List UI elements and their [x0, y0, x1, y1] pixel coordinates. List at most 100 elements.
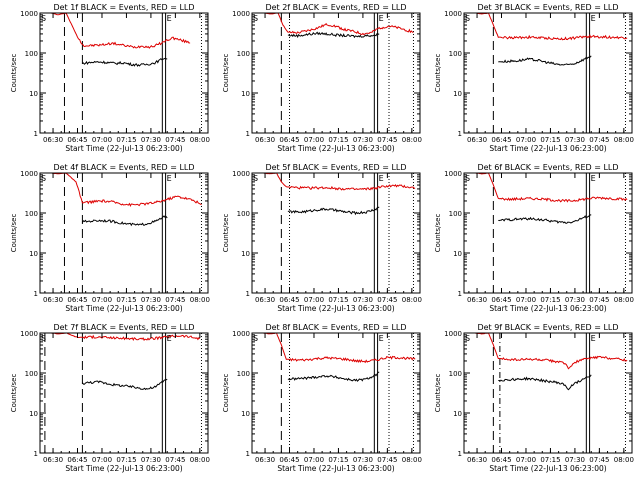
x-tick-label: 07:45	[165, 456, 185, 464]
x-tick-label: 07:45	[589, 456, 609, 464]
x-tick-label: 07:00	[304, 456, 324, 464]
y-tick-label: 10	[29, 410, 38, 418]
x-axis-label: Start Time (22-Jul-13 06:23:00)	[65, 144, 182, 153]
y-tick-label: 1000	[20, 10, 38, 18]
x-tick-label: 07:15	[540, 456, 560, 464]
y-tick-label: 10	[453, 410, 462, 418]
y-tick-label: 1000	[232, 10, 250, 18]
y-axis-label: Counts/sec	[222, 214, 230, 253]
y-tick-label: 1	[458, 450, 462, 458]
plot-area	[475, 333, 628, 453]
events-series-line	[498, 374, 592, 391]
chart-panel-4: Det 4f BLACK = Events, RED = LLD S E 1 10 100…	[10, 163, 210, 313]
region-start-label: S	[465, 174, 470, 183]
y-tick-label: 10	[29, 90, 38, 98]
y-tick-label: 100	[449, 210, 462, 218]
lld-series-line	[263, 13, 414, 36]
x-axis-label: Start Time (22-Jul-13 06:23:00)	[489, 144, 606, 153]
chart-title: Det 9f BLACK = Events, RED = LLD	[477, 323, 618, 332]
x-axis-label: Start Time (22-Jul-13 06:23:00)	[489, 304, 606, 313]
plot-frame	[251, 332, 421, 454]
y-tick-label: 1000	[444, 10, 462, 18]
x-tick-label: 07:00	[516, 296, 536, 304]
y-tick-label: 1	[246, 290, 250, 298]
chart-panel-5: Det 5f BLACK = Events, RED = LLD S E 1 10 100…	[222, 163, 422, 313]
x-axis-label: Start Time (22-Jul-13 06:23:00)	[489, 464, 606, 473]
lld-series-line	[51, 333, 201, 342]
x-axis-label: Start Time (22-Jul-13 06:23:00)	[277, 304, 394, 313]
x-tick-label: 07:15	[328, 456, 348, 464]
x-tick-label: 06:30	[255, 136, 275, 144]
x-tick-label: 06:30	[255, 456, 275, 464]
x-tick-label: 07:00	[304, 296, 324, 304]
chart-title: Det 5f BLACK = Events, RED = LLD	[265, 163, 406, 172]
x-tick-label: 07:00	[516, 136, 536, 144]
lld-series-line	[263, 333, 416, 364]
y-tick-label: 100	[25, 210, 38, 218]
plot-area	[44, 333, 202, 453]
region-end-label: E	[167, 174, 172, 183]
y-tick-label: 100	[449, 370, 462, 378]
x-tick-label: 08:00	[614, 296, 634, 304]
x-tick-label: 07:45	[377, 456, 397, 464]
lld-series-line	[475, 173, 628, 203]
lld-series-line	[475, 13, 628, 41]
chart-title: Det 4f BLACK = Events, RED = LLD	[53, 163, 194, 172]
x-tick-label: 07:15	[540, 136, 560, 144]
plot-frame	[39, 172, 209, 294]
region-start-label: S	[465, 14, 470, 23]
x-tick-label: 06:45	[491, 136, 511, 144]
y-axis-label: Counts/sec	[10, 374, 18, 413]
x-tick-label: 07:45	[165, 136, 185, 144]
events-series-line	[287, 206, 380, 216]
region-end-label: E	[379, 334, 384, 343]
region-start-label: S	[253, 14, 258, 23]
x-tick-label: 06:45	[491, 296, 511, 304]
events-series-line	[498, 55, 592, 66]
x-tick-label: 08:00	[402, 296, 422, 304]
chart-title: Det 1f BLACK = Events, RED = LLD	[53, 3, 194, 12]
plot-frame	[251, 12, 421, 134]
x-tick-label: 06:30	[467, 296, 487, 304]
x-tick-label: 07:30	[353, 456, 373, 464]
lld-series-line	[475, 333, 628, 370]
y-tick-label: 10	[241, 250, 250, 258]
y-axis-label: Counts/sec	[434, 374, 442, 413]
y-axis-label: Counts/sec	[222, 374, 230, 413]
chart-panel-3: Det 3f BLACK = Events, RED = LLD S E 1 10 100…	[434, 3, 634, 153]
events-series-line	[498, 214, 592, 224]
x-tick-label: 06:45	[279, 136, 299, 144]
region-end-label: E	[591, 174, 596, 183]
x-tick-label: 06:30	[43, 296, 63, 304]
y-tick-label: 1	[34, 130, 38, 138]
x-tick-label: 07:30	[353, 296, 373, 304]
region-start-label: S	[41, 334, 46, 343]
chart-panel-8: Det 8f BLACK = Events, RED = LLD S E 1 10 100…	[222, 323, 422, 473]
chart-panel-7: Det 7f BLACK = Events, RED = LLD S E 1 10 100…	[10, 323, 210, 473]
y-tick-label: 100	[237, 370, 250, 378]
x-tick-label: 07:30	[565, 296, 585, 304]
x-tick-label: 07:45	[589, 136, 609, 144]
x-tick-label: 06:45	[279, 456, 299, 464]
chart-title: Det 3f BLACK = Events, RED = LLD	[477, 3, 618, 12]
region-end-label: E	[167, 334, 172, 343]
x-tick-label: 07:30	[565, 456, 585, 464]
y-tick-label: 1	[246, 130, 250, 138]
x-tick-label: 07:15	[328, 296, 348, 304]
x-tick-label: 08:00	[190, 136, 210, 144]
x-tick-label: 06:45	[491, 456, 511, 464]
y-axis-label: Counts/sec	[10, 54, 18, 93]
x-tick-label: 06:45	[67, 456, 87, 464]
plot-area	[51, 173, 202, 293]
region-end-label: E	[167, 14, 172, 23]
region-end-label: E	[379, 174, 384, 183]
x-tick-label: 07:15	[116, 456, 136, 464]
region-start-label: S	[465, 334, 470, 343]
y-tick-label: 1000	[444, 170, 462, 178]
x-tick-label: 06:30	[43, 456, 63, 464]
y-tick-label: 1000	[232, 330, 250, 338]
chart-title: Det 6f BLACK = Events, RED = LLD	[477, 163, 618, 172]
y-tick-label: 1000	[20, 170, 38, 178]
chart-title: Det 7f BLACK = Events, RED = LLD	[53, 323, 194, 332]
y-tick-label: 1	[34, 450, 38, 458]
